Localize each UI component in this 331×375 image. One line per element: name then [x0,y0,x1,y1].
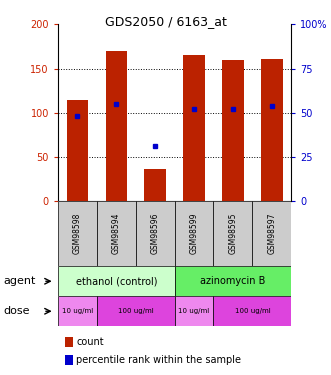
Text: 10 ug/ml: 10 ug/ml [62,308,93,314]
Text: 10 ug/ml: 10 ug/ml [178,308,210,314]
Bar [58,296,97,326]
Bar [144,168,166,201]
Bar [58,266,175,296]
Text: GSM98597: GSM98597 [267,213,276,255]
Bar [106,51,127,201]
Text: GSM98594: GSM98594 [112,213,121,255]
Text: ethanol (control): ethanol (control) [75,276,157,286]
Text: 100 ug/ml: 100 ug/ml [118,308,154,314]
Bar [261,59,283,201]
Bar [213,201,252,266]
Bar [183,56,205,201]
Text: azinomycin B: azinomycin B [200,276,266,286]
Text: GSM98598: GSM98598 [73,213,82,254]
Bar [213,296,291,326]
Text: GSM98595: GSM98595 [228,213,237,255]
Bar [175,201,213,266]
Text: dose: dose [3,306,30,316]
Bar [252,201,291,266]
Bar [67,100,88,201]
Bar [97,201,136,266]
Bar [175,266,291,296]
Text: count: count [76,337,104,347]
Text: GSM98596: GSM98596 [151,213,160,255]
Bar [97,296,175,326]
Text: agent: agent [3,276,36,286]
Bar [175,296,213,326]
Bar [58,201,97,266]
Text: percentile rank within the sample: percentile rank within the sample [76,355,241,365]
Text: GSM98599: GSM98599 [190,213,199,255]
Text: GDS2050 / 6163_at: GDS2050 / 6163_at [105,15,226,28]
Bar [136,201,175,266]
Text: 100 ug/ml: 100 ug/ml [234,308,270,314]
Bar [222,60,244,201]
